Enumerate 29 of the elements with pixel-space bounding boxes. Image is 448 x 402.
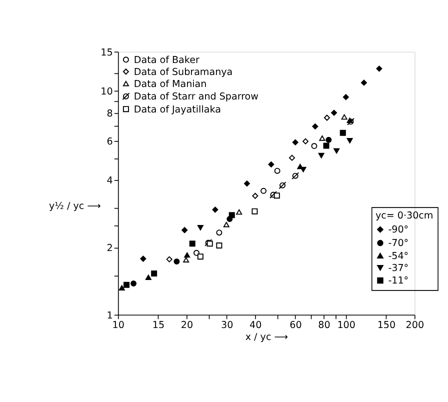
- x-axis-title: x / yc ⟶: [245, 332, 288, 343]
- legend-label: Data of Starr and Sparrow: [134, 92, 259, 103]
- legend-label: -54°: [388, 250, 409, 262]
- y-tick-label: 15: [100, 47, 113, 58]
- legend-label: Data of Manian: [134, 78, 207, 90]
- y-tick-label: 10: [100, 86, 113, 98]
- y-tick-label: 4: [106, 176, 113, 187]
- x-tick-label: 15: [152, 320, 165, 331]
- x-tick-label: 40: [250, 320, 262, 331]
- y-tick-label: 2: [106, 243, 113, 254]
- legend-label: -90°: [388, 224, 409, 236]
- legend-title: yc= 0·30cm: [375, 210, 434, 222]
- legend-label: -70°: [388, 238, 409, 250]
- y-tick-label: 6: [106, 136, 113, 148]
- x-tick-label: 20: [180, 320, 194, 331]
- x-tick-label: 60: [290, 320, 302, 331]
- x-tick-label: 100: [337, 320, 356, 331]
- legend-label: Data of Baker: [134, 54, 200, 66]
- x-tick-label: 200: [406, 320, 424, 331]
- x-tick-label: 30: [221, 320, 234, 331]
- y-axis-title: y½ / yc ⟶: [49, 201, 102, 212]
- x-tick-label: 150: [377, 320, 396, 331]
- y-tick-label: 1: [106, 310, 113, 322]
- y-tick-label: 8: [106, 108, 113, 120]
- legend-label: -37°: [388, 262, 409, 274]
- legend-label: Data of Jayatillaka: [134, 104, 221, 116]
- legend-label: Data of Subramanya: [134, 66, 233, 78]
- x-tick-label: 80: [318, 320, 330, 331]
- legend-label: -11°: [388, 276, 409, 287]
